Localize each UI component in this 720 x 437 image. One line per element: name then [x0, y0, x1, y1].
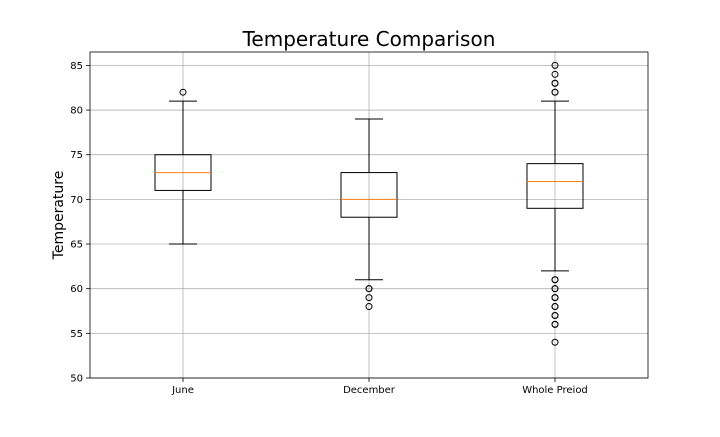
y-tick-label: 85	[70, 61, 83, 72]
x-tick-label: Whole Preiod	[522, 385, 588, 396]
outlier-point	[551, 303, 559, 311]
y-tick-label: 60	[70, 284, 83, 295]
outlier-point	[365, 285, 373, 293]
outlier-point	[551, 320, 559, 328]
y-tick-label: 55	[70, 329, 83, 340]
box-group	[340, 118, 398, 311]
iqr-box	[526, 163, 584, 209]
box-group	[526, 61, 584, 346]
x-tick-label: June	[171, 385, 194, 396]
chart-title: Temperature Comparison	[242, 27, 496, 51]
outlier-point	[551, 294, 559, 302]
outlier-point	[551, 285, 559, 293]
outlier-point	[551, 70, 559, 78]
outlier-point	[365, 294, 373, 302]
x-tick-label: December	[343, 385, 396, 396]
outlier-point	[551, 338, 559, 346]
y-tick-label: 75	[70, 150, 83, 161]
y-axis-label: Temperature	[51, 171, 67, 261]
outlier-point	[551, 79, 559, 87]
outlier-point	[551, 311, 559, 319]
plot-area	[154, 61, 584, 346]
outlier-point	[179, 88, 187, 96]
iqr-box	[340, 172, 398, 218]
axes-frame	[89, 51, 649, 379]
y-tick-label: 65	[70, 240, 83, 251]
outlier-point	[365, 303, 373, 311]
outlier-point	[551, 88, 559, 96]
box-group	[154, 88, 212, 245]
outlier-point	[551, 61, 559, 69]
y-tick-label: 50	[70, 374, 83, 385]
axes: 50 55 60 65 70 75 80 85 June December Whole Preiod	[70, 51, 649, 396]
outlier-point	[551, 276, 559, 284]
y-tick-label: 80	[70, 106, 83, 117]
y-tick-label: 70	[70, 195, 83, 206]
